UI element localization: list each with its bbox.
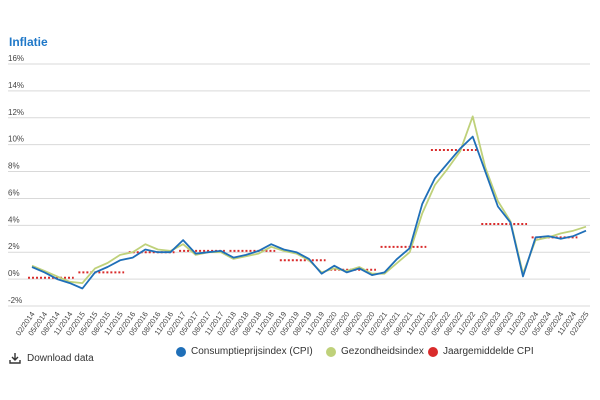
- cpi-line: [31, 135, 587, 290]
- y-tick-label: 6%: [8, 188, 20, 197]
- legend-marker: [428, 346, 438, 357]
- y-tick-label: 14%: [8, 81, 24, 90]
- legend-label: Gezondheidsindex: [341, 346, 424, 357]
- legend-label: Consumptieprijsindex (CPI): [191, 346, 313, 357]
- y-tick-label: 8%: [8, 162, 20, 171]
- y-tick-label: 2%: [8, 242, 20, 251]
- legend-item[interactable]: Jaargemiddelde CPI: [428, 346, 534, 357]
- gridlines: [8, 63, 590, 307]
- y-tick-label: 10%: [8, 135, 24, 144]
- x-tick-labels: 02/201405/201408/201411/201402/201505/20…: [14, 310, 591, 337]
- legend-marker: [176, 346, 186, 357]
- legend-item[interactable]: Consumptieprijsindex (CPI): [176, 346, 313, 357]
- y-tick-labels: -2% 0% 2% 4% 6% 8% 10% 12% 14% 16%: [8, 54, 24, 305]
- legend-label: Jaargemiddelde CPI: [443, 346, 534, 357]
- y-tick-label: -2%: [8, 296, 22, 305]
- download-data-button[interactable]: Download data: [9, 352, 94, 364]
- y-tick-label: 4%: [8, 215, 20, 224]
- y-tick-label: 12%: [8, 108, 24, 117]
- legend: Consumptieprijsindex (CPI) Gezondheidsind…: [0, 346, 600, 364]
- legend-item[interactable]: Gezondheidsindex: [326, 346, 424, 357]
- gezondheidsindex-line: [31, 115, 587, 285]
- download-label: Download data: [27, 352, 94, 364]
- chart-title: Inflatie: [9, 35, 48, 49]
- y-tick-label: 0%: [8, 269, 20, 278]
- y-tick-label: 16%: [8, 54, 24, 63]
- series-layer: [28, 115, 587, 290]
- download-icon: [9, 353, 21, 364]
- legend-marker: [326, 346, 336, 357]
